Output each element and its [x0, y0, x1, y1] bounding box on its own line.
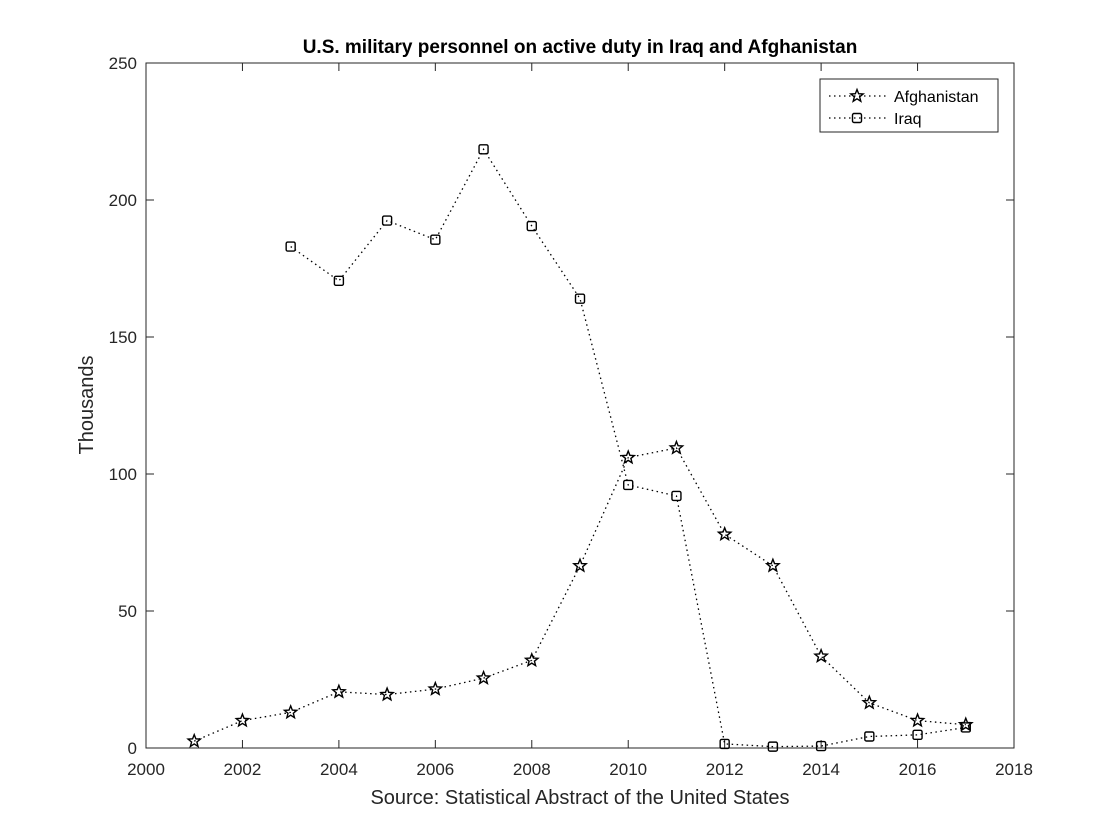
- legend-item-afghanistan: Afghanistan: [829, 87, 979, 106]
- x-tick-label: 2006: [416, 760, 454, 779]
- x-tick-label: 2010: [609, 760, 647, 779]
- x-tick-label: 2012: [706, 760, 744, 779]
- legend-label: Afghanistan: [894, 89, 979, 106]
- y-tick-label: 50: [118, 602, 137, 621]
- data-point-iraq: [767, 741, 779, 752]
- data-point-afghanistan: [379, 686, 396, 702]
- x-tick-label: 2014: [802, 760, 840, 779]
- data-point-afghanistan: [475, 669, 492, 685]
- legend-box: [819, 78, 999, 133]
- data-point-afghanistan: [813, 647, 830, 664]
- series-layer: [186, 144, 974, 752]
- series-line-afghanistan: [193, 447, 966, 742]
- data-point-iraq: [381, 215, 393, 226]
- data-point-afghanistan: [668, 439, 685, 455]
- data-point-afghanistan: [186, 732, 203, 748]
- y-axis: 0 50 100 150 200 250: [109, 54, 1014, 758]
- x-tick-label: 2000: [127, 760, 165, 779]
- data-point-afghanistan: [282, 703, 299, 720]
- data-point-afghanistan: [234, 712, 251, 728]
- legend-label: Iraq: [894, 111, 922, 128]
- y-tick-label: 200: [109, 191, 137, 210]
- legend: Afghanistan Iraq: [819, 78, 999, 133]
- data-point-iraq: [864, 731, 875, 742]
- legend-marker: [851, 112, 863, 124]
- data-point-iraq: [333, 275, 345, 287]
- data-point-afghanistan: [427, 680, 444, 696]
- data-point-afghanistan: [764, 557, 781, 573]
- plot-area: [145, 62, 1015, 749]
- y-tick-label: 0: [128, 739, 137, 758]
- y-axis-label: Thousands: [76, 356, 98, 455]
- series-iraq: [285, 144, 971, 752]
- data-point-iraq: [526, 220, 537, 232]
- series-afghanistan: [186, 439, 974, 748]
- data-point-afghanistan: [620, 449, 637, 465]
- data-point-iraq: [815, 740, 827, 752]
- series-line-iraq: [290, 148, 966, 748]
- y-tick-label: 100: [109, 465, 137, 484]
- x-tick-label: 2018: [995, 760, 1033, 779]
- data-point-iraq: [912, 729, 923, 741]
- data-point-iraq: [285, 241, 296, 252]
- data-point-afghanistan: [330, 683, 347, 699]
- data-point-afghanistan: [909, 712, 926, 728]
- legend-marker: [848, 87, 866, 103]
- x-tick-label: 2016: [899, 760, 937, 779]
- data-point-iraq: [671, 490, 682, 502]
- data-point-afghanistan: [571, 557, 589, 573]
- data-point-iraq: [719, 738, 730, 750]
- y-tick-label: 250: [109, 54, 137, 73]
- x-axis-label: Source: Statistical Abstract of the Unit…: [370, 787, 789, 809]
- chart-title: U.S. military personnel on active duty i…: [303, 37, 858, 58]
- x-tick-label: 2008: [513, 760, 551, 779]
- data-point-iraq: [430, 234, 441, 245]
- data-point-afghanistan: [716, 525, 733, 542]
- data-point-iraq: [574, 293, 586, 304]
- data-point-iraq: [960, 722, 971, 733]
- data-point-iraq: [623, 479, 634, 491]
- x-tick-label: 2004: [320, 760, 358, 779]
- legend-item-iraq: Iraq: [829, 111, 922, 128]
- data-point-afghanistan: [861, 694, 878, 710]
- y-tick-label: 150: [109, 328, 137, 347]
- x-tick-label: 2002: [224, 760, 262, 779]
- data-point-iraq: [478, 144, 489, 155]
- data-point-afghanistan: [523, 651, 540, 668]
